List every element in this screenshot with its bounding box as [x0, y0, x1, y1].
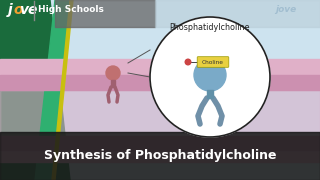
Bar — [0, 148, 320, 162]
Polygon shape — [35, 0, 72, 180]
Text: j: j — [8, 3, 13, 17]
Bar — [0, 136, 320, 150]
Circle shape — [150, 17, 270, 137]
Bar — [0, 59, 320, 75]
Bar — [111, 80, 115, 87]
Circle shape — [185, 59, 191, 65]
Text: High Schools: High Schools — [38, 6, 104, 15]
Text: Synthesis of Phosphatidylcholine: Synthesis of Phosphatidylcholine — [44, 150, 276, 163]
Bar — [155, 0, 320, 27]
Text: Choline: Choline — [202, 60, 224, 64]
FancyBboxPatch shape — [197, 57, 229, 67]
Bar — [55, 0, 155, 27]
Text: o: o — [13, 3, 23, 17]
Text: jove: jove — [275, 6, 296, 15]
Text: ve: ve — [20, 3, 38, 17]
Text: Phosphatidylcholine: Phosphatidylcholine — [170, 24, 250, 33]
Bar — [0, 132, 320, 180]
Bar — [0, 75, 320, 90]
Bar — [207, 90, 213, 98]
Circle shape — [106, 66, 120, 80]
Polygon shape — [52, 0, 73, 180]
Bar — [0, 90, 320, 136]
Polygon shape — [0, 0, 70, 180]
Circle shape — [194, 59, 226, 91]
